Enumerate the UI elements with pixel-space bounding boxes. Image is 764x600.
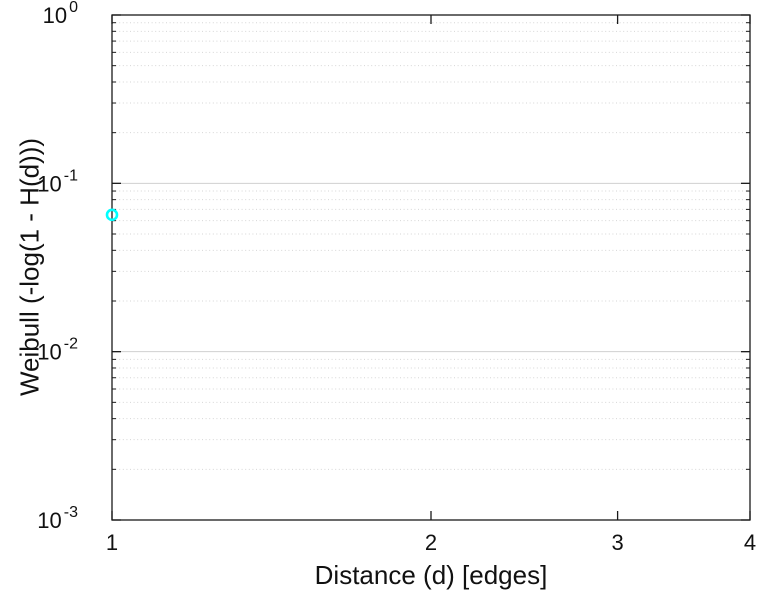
x-tick-label: 1 [106, 530, 118, 555]
data-point-marker [105, 208, 119, 222]
x-axis-label: Distance (d) [edges] [314, 560, 548, 590]
y-axis-label: Weibull (-log(1 - H(d))) [14, 137, 45, 397]
tick-marks [111, 14, 751, 521]
x-tick-label: 4 [744, 530, 756, 555]
grid-major [112, 182, 750, 353]
y-tick-label: 10 -3 [37, 504, 78, 533]
y-tick-label: 10 -2 [37, 336, 78, 365]
data-series [105, 208, 119, 222]
y-tick-label: 10 0 [43, 0, 78, 28]
x-tick-label: 3 [611, 530, 623, 555]
grid-minor [112, 22, 750, 470]
x-tick-labels: 1 2 3 4 [106, 530, 756, 555]
y-tick-label: 10 -1 [37, 167, 78, 196]
x-tick-label: 2 [425, 530, 437, 555]
axis-box [111, 14, 751, 521]
